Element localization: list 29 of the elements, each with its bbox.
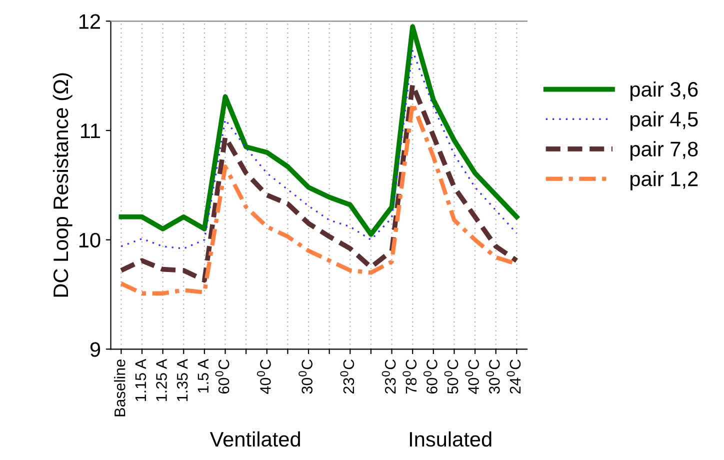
legend-label: pair 1,2 <box>630 171 698 190</box>
x-tick-label: 1.5 A <box>198 358 209 393</box>
x-tick-label: 1.35 A <box>176 358 188 402</box>
y-tick-label: 11 <box>81 124 100 138</box>
legend-label: pair 7,8 <box>630 141 698 161</box>
text: Insulated <box>410 431 492 447</box>
x-tick-label: 23$^{0}$C <box>382 359 396 394</box>
legend-label: pair 4,5 <box>630 111 698 131</box>
x-tick-label: 1.15 A <box>135 358 146 402</box>
x-tick-label: 50$^{0}$C <box>444 359 458 394</box>
y-tick-label: 10 <box>79 232 100 248</box>
x-tick-label: 24$^{0}$C <box>506 359 521 394</box>
x-tick-label: 60$^{0}$C <box>215 359 230 394</box>
x-tick-label: 1.25 A <box>156 358 167 402</box>
line-series <box>120 50 518 250</box>
legend-label: pair 3,6 <box>630 81 698 101</box>
x-tick-label: 40$^{0}$C <box>256 359 271 394</box>
x-tick-label: 30$^{0}$C <box>298 359 312 394</box>
y-tick-label: 9 <box>90 342 100 357</box>
x-tick-label: 23$^{0}$C <box>340 359 354 394</box>
line-series <box>118 24 520 237</box>
y-axis-title: DC Loop Resistance (Ω) <box>52 73 72 297</box>
y-tick-label: 12 <box>79 14 100 29</box>
text: Ventilated <box>210 431 300 447</box>
x-tick-label: Baseline <box>114 360 126 416</box>
x-tick-label: 78$^{0}$C <box>402 359 417 394</box>
x-tick-label: 60$^{0}$C <box>423 359 438 394</box>
x-tick-label: 30$^{0}$C <box>486 359 500 394</box>
x-tick-label: 40$^{0}$C <box>465 359 480 394</box>
